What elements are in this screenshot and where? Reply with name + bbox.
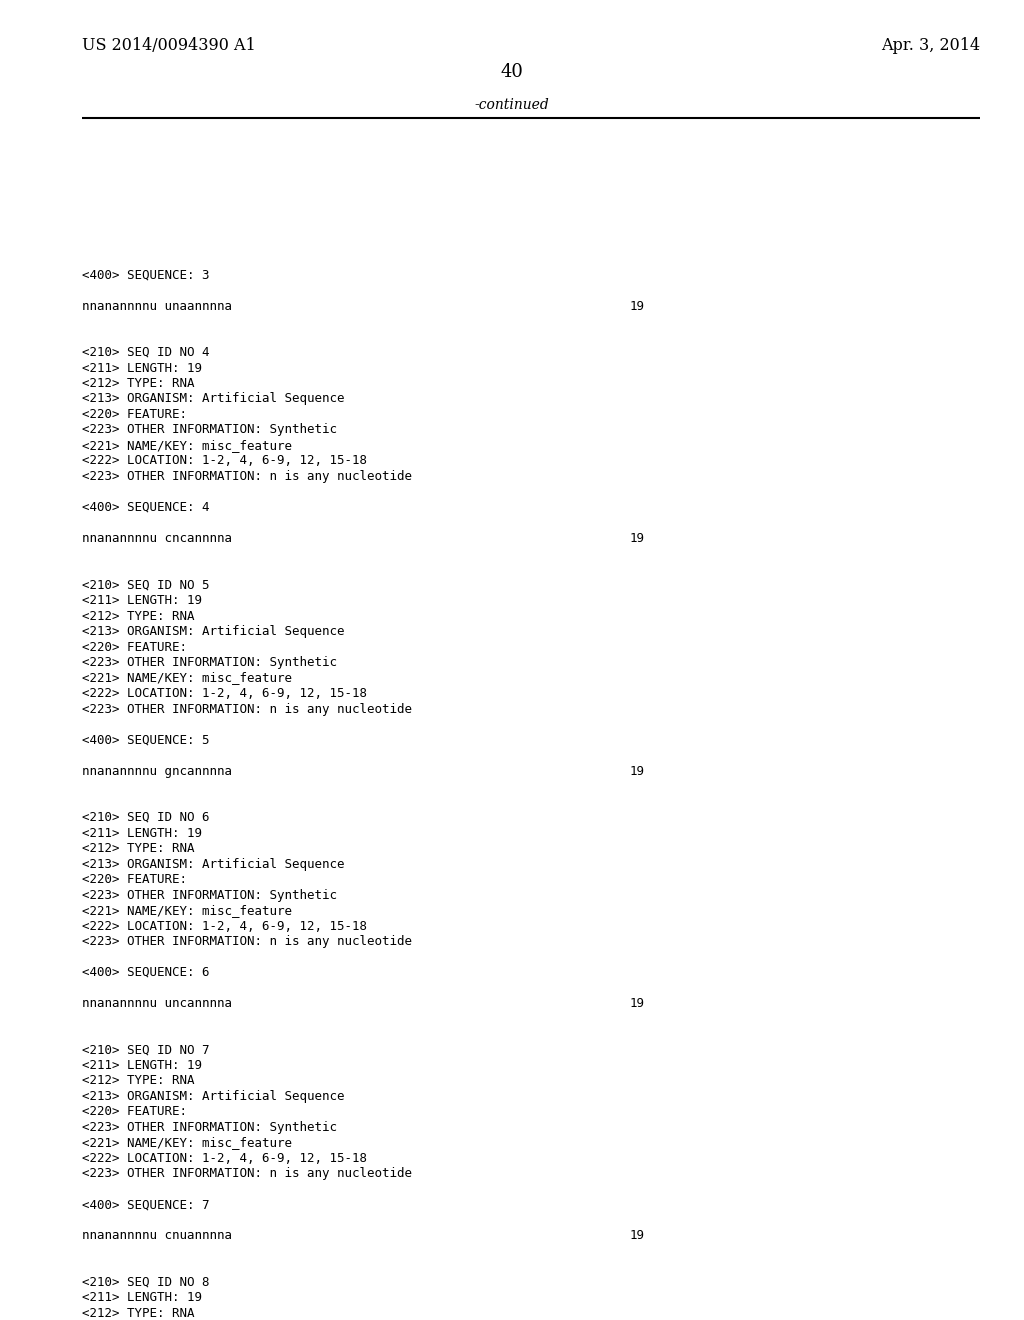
Text: 40: 40: [501, 63, 523, 81]
Text: <222> LOCATION: 1-2, 4, 6-9, 12, 15-18: <222> LOCATION: 1-2, 4, 6-9, 12, 15-18: [82, 1152, 367, 1166]
Text: <221> NAME/KEY: misc_feature: <221> NAME/KEY: misc_feature: [82, 440, 292, 451]
Text: <213> ORGANISM: Artificial Sequence: <213> ORGANISM: Artificial Sequence: [82, 1090, 344, 1104]
Text: <223> OTHER INFORMATION: Synthetic: <223> OTHER INFORMATION: Synthetic: [82, 888, 337, 902]
Text: <220> FEATURE:: <220> FEATURE:: [82, 1105, 187, 1118]
Text: <212> TYPE: RNA: <212> TYPE: RNA: [82, 378, 195, 389]
Text: <223> OTHER INFORMATION: n is any nucleotide: <223> OTHER INFORMATION: n is any nucleo…: [82, 470, 412, 483]
Text: <221> NAME/KEY: misc_feature: <221> NAME/KEY: misc_feature: [82, 1137, 292, 1150]
Text: <212> TYPE: RNA: <212> TYPE: RNA: [82, 610, 195, 623]
Text: <221> NAME/KEY: misc_feature: <221> NAME/KEY: misc_feature: [82, 904, 292, 917]
Text: <210> SEQ ID NO 5: <210> SEQ ID NO 5: [82, 578, 210, 591]
Text: nnanannnnu gncannnna: nnanannnnu gncannnna: [82, 764, 232, 777]
Text: 19: 19: [630, 532, 645, 545]
Text: 19: 19: [630, 764, 645, 777]
Text: <400> SEQUENCE: 4: <400> SEQUENCE: 4: [82, 502, 210, 513]
Text: 19: 19: [630, 1229, 645, 1242]
Text: <223> OTHER INFORMATION: n is any nucleotide: <223> OTHER INFORMATION: n is any nucleo…: [82, 702, 412, 715]
Text: <212> TYPE: RNA: <212> TYPE: RNA: [82, 1074, 195, 1088]
Text: <212> TYPE: RNA: <212> TYPE: RNA: [82, 1307, 195, 1320]
Text: nnanannnnu unaannnna: nnanannnnu unaannnna: [82, 300, 232, 313]
Text: <213> ORGANISM: Artificial Sequence: <213> ORGANISM: Artificial Sequence: [82, 624, 344, 638]
Text: <400> SEQUENCE: 3: <400> SEQUENCE: 3: [82, 268, 210, 281]
Text: nnanannnnu cncannnna: nnanannnnu cncannnna: [82, 532, 232, 545]
Text: <211> LENGTH: 19: <211> LENGTH: 19: [82, 826, 202, 840]
Text: -continued: -continued: [475, 98, 549, 112]
Text: <400> SEQUENCE: 5: <400> SEQUENCE: 5: [82, 734, 210, 747]
Text: nnanannnnu uncannnna: nnanannnnu uncannnna: [82, 997, 232, 1010]
Text: <222> LOCATION: 1-2, 4, 6-9, 12, 15-18: <222> LOCATION: 1-2, 4, 6-9, 12, 15-18: [82, 454, 367, 467]
Text: <220> FEATURE:: <220> FEATURE:: [82, 408, 187, 421]
Text: <221> NAME/KEY: misc_feature: <221> NAME/KEY: misc_feature: [82, 672, 292, 685]
Text: <400> SEQUENCE: 7: <400> SEQUENCE: 7: [82, 1199, 210, 1212]
Text: <220> FEATURE:: <220> FEATURE:: [82, 873, 187, 886]
Text: <211> LENGTH: 19: <211> LENGTH: 19: [82, 1059, 202, 1072]
Text: Apr. 3, 2014: Apr. 3, 2014: [881, 37, 980, 54]
Text: <210> SEQ ID NO 8: <210> SEQ ID NO 8: [82, 1276, 210, 1290]
Text: 19: 19: [630, 997, 645, 1010]
Text: <222> LOCATION: 1-2, 4, 6-9, 12, 15-18: <222> LOCATION: 1-2, 4, 6-9, 12, 15-18: [82, 686, 367, 700]
Text: <212> TYPE: RNA: <212> TYPE: RNA: [82, 842, 195, 855]
Text: <210> SEQ ID NO 7: <210> SEQ ID NO 7: [82, 1044, 210, 1056]
Text: <211> LENGTH: 19: <211> LENGTH: 19: [82, 1291, 202, 1304]
Text: <223> OTHER INFORMATION: Synthetic: <223> OTHER INFORMATION: Synthetic: [82, 1121, 337, 1134]
Text: 19: 19: [630, 300, 645, 313]
Text: <211> LENGTH: 19: <211> LENGTH: 19: [82, 594, 202, 607]
Text: <223> OTHER INFORMATION: n is any nucleotide: <223> OTHER INFORMATION: n is any nucleo…: [82, 935, 412, 948]
Text: US 2014/0094390 A1: US 2014/0094390 A1: [82, 37, 256, 54]
Text: <213> ORGANISM: Artificial Sequence: <213> ORGANISM: Artificial Sequence: [82, 858, 344, 870]
Text: <400> SEQUENCE: 6: <400> SEQUENCE: 6: [82, 966, 210, 979]
Text: <223> OTHER INFORMATION: Synthetic: <223> OTHER INFORMATION: Synthetic: [82, 656, 337, 669]
Text: <222> LOCATION: 1-2, 4, 6-9, 12, 15-18: <222> LOCATION: 1-2, 4, 6-9, 12, 15-18: [82, 920, 367, 932]
Text: <210> SEQ ID NO 4: <210> SEQ ID NO 4: [82, 346, 210, 359]
Text: <210> SEQ ID NO 6: <210> SEQ ID NO 6: [82, 810, 210, 824]
Text: <220> FEATURE:: <220> FEATURE:: [82, 640, 187, 653]
Text: <223> OTHER INFORMATION: Synthetic: <223> OTHER INFORMATION: Synthetic: [82, 424, 337, 437]
Text: <223> OTHER INFORMATION: n is any nucleotide: <223> OTHER INFORMATION: n is any nucleo…: [82, 1167, 412, 1180]
Text: <211> LENGTH: 19: <211> LENGTH: 19: [82, 362, 202, 375]
Text: nnanannnnu cnuannnna: nnanannnnu cnuannnna: [82, 1229, 232, 1242]
Text: <213> ORGANISM: Artificial Sequence: <213> ORGANISM: Artificial Sequence: [82, 392, 344, 405]
